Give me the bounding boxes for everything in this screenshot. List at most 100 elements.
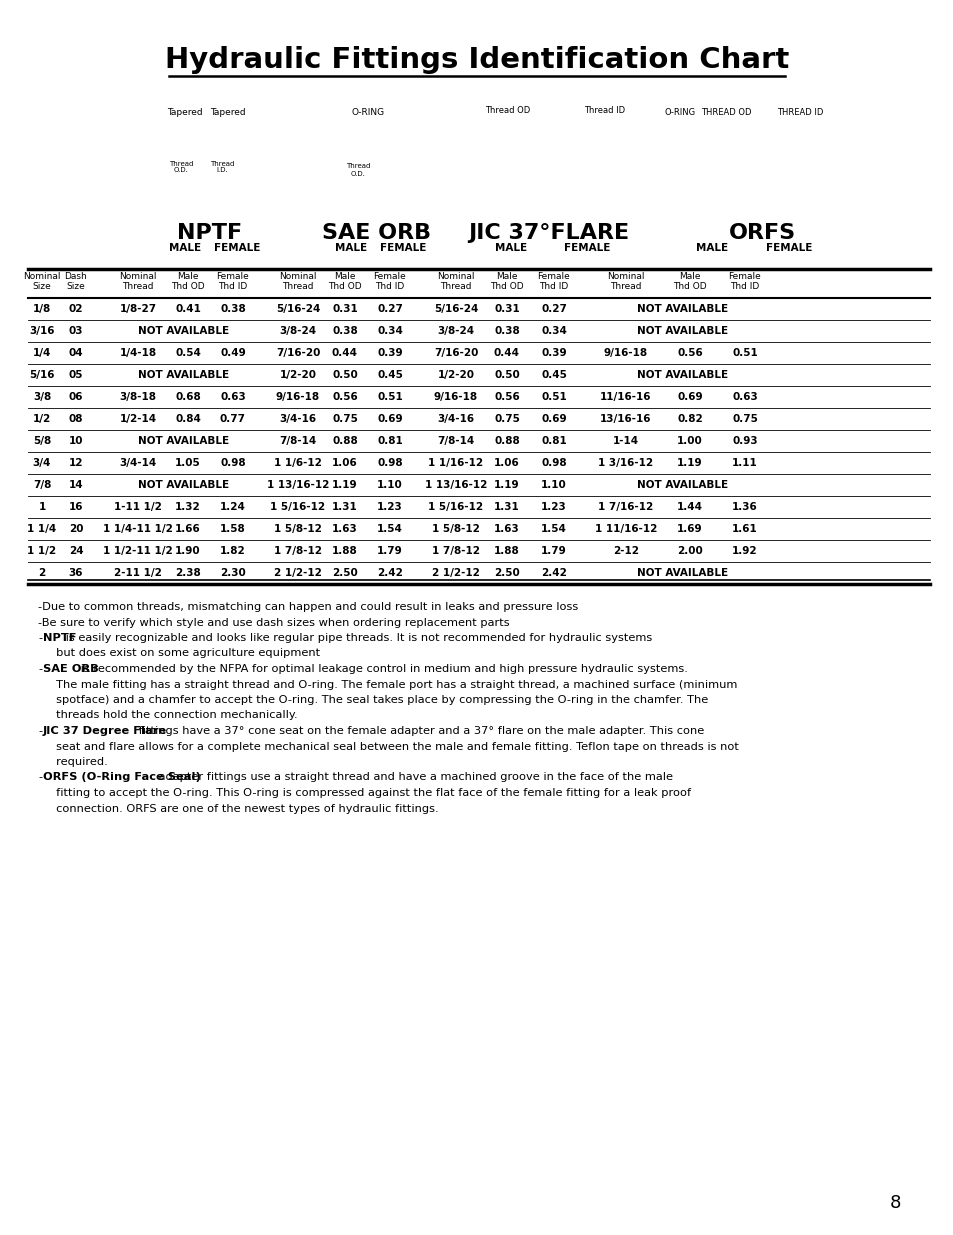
- Text: Dash
Size: Dash Size: [65, 272, 88, 291]
- Text: 1.10: 1.10: [540, 480, 566, 490]
- Text: 1 5/8-12: 1 5/8-12: [432, 524, 479, 534]
- Text: 1.54: 1.54: [540, 524, 566, 534]
- Text: O-RING: O-RING: [351, 107, 384, 117]
- Text: 0.38: 0.38: [220, 304, 246, 314]
- Text: Male
Thd OD: Male Thd OD: [673, 272, 706, 291]
- Text: 1.54: 1.54: [376, 524, 402, 534]
- Text: Female
Thd ID: Female Thd ID: [374, 272, 406, 291]
- Text: NOT AVAILABLE: NOT AVAILABLE: [637, 370, 727, 380]
- Text: 1.44: 1.44: [677, 501, 702, 513]
- Text: 3/8-24: 3/8-24: [437, 326, 474, 336]
- Text: 0.31: 0.31: [332, 304, 357, 314]
- Text: NOT AVAILABLE: NOT AVAILABLE: [637, 480, 727, 490]
- Text: -: -: [38, 773, 42, 783]
- Text: 0.81: 0.81: [540, 436, 566, 446]
- Text: 02: 02: [69, 304, 83, 314]
- Text: 0.68: 0.68: [175, 391, 201, 403]
- Text: The male fitting has a straight thread and O-ring. The female port has a straigh: The male fitting has a straight thread a…: [38, 679, 737, 689]
- Text: 1.31: 1.31: [332, 501, 357, 513]
- Text: 1/4-18: 1/4-18: [119, 348, 156, 358]
- Text: Male
Thd OD: Male Thd OD: [171, 272, 205, 291]
- Text: MALE: MALE: [335, 243, 367, 253]
- Text: 1-11 1/2: 1-11 1/2: [114, 501, 162, 513]
- Text: 5/16-24: 5/16-24: [275, 304, 320, 314]
- Text: threads hold the connection mechanically.: threads hold the connection mechanically…: [38, 710, 297, 720]
- Text: 0.31: 0.31: [494, 304, 519, 314]
- Text: 1 5/16-12: 1 5/16-12: [270, 501, 325, 513]
- Text: 1 13/16-12: 1 13/16-12: [424, 480, 487, 490]
- Text: 1/2: 1/2: [32, 414, 51, 424]
- Text: 0.63: 0.63: [220, 391, 246, 403]
- Text: MALE: MALE: [695, 243, 727, 253]
- Text: 1 1/2: 1 1/2: [28, 546, 56, 556]
- Text: 1.00: 1.00: [677, 436, 702, 446]
- Text: Thread ID: Thread ID: [583, 106, 624, 115]
- Text: but does exist on some agriculture equipment: but does exist on some agriculture equip…: [38, 648, 320, 658]
- Text: 36: 36: [69, 568, 83, 578]
- Text: 1 5/16-12: 1 5/16-12: [428, 501, 483, 513]
- Text: 3/4: 3/4: [32, 458, 51, 468]
- Text: 0.56: 0.56: [494, 391, 519, 403]
- Text: 1/8: 1/8: [32, 304, 51, 314]
- Text: 1.79: 1.79: [540, 546, 566, 556]
- Text: 1.36: 1.36: [731, 501, 757, 513]
- Text: 9/16-18: 9/16-18: [275, 391, 319, 403]
- Text: 0.77: 0.77: [220, 414, 246, 424]
- Text: 2.30: 2.30: [220, 568, 246, 578]
- Text: 0.63: 0.63: [731, 391, 757, 403]
- Text: 1.90: 1.90: [175, 546, 200, 556]
- Text: ORFS (O-Ring Face Seal): ORFS (O-Ring Face Seal): [43, 773, 200, 783]
- Text: 1.06: 1.06: [332, 458, 357, 468]
- Text: 0.51: 0.51: [376, 391, 402, 403]
- Text: 1.19: 1.19: [677, 458, 702, 468]
- Text: 0.75: 0.75: [731, 414, 757, 424]
- Text: is easily recognizable and looks like regular pipe threads. It is not recommende: is easily recognizable and looks like re…: [62, 634, 652, 643]
- Text: 0.81: 0.81: [376, 436, 402, 446]
- Text: 2.42: 2.42: [376, 568, 402, 578]
- Text: NOT AVAILABLE: NOT AVAILABLE: [637, 326, 727, 336]
- Text: Tapered: Tapered: [210, 107, 246, 117]
- Text: NPTF: NPTF: [177, 224, 242, 243]
- Text: 03: 03: [69, 326, 83, 336]
- Text: Female
Thd ID: Female Thd ID: [216, 272, 249, 291]
- Text: 1/2-20: 1/2-20: [437, 370, 474, 380]
- Text: 1 1/4-11 1/2: 1 1/4-11 1/2: [103, 524, 172, 534]
- Text: seat and flare allows for a complete mechanical seal between the male and female: seat and flare allows for a complete mec…: [38, 741, 739, 752]
- Text: is recommended by the NFPA for optimal leakage control in medium and high pressu: is recommended by the NFPA for optimal l…: [76, 664, 687, 674]
- Text: 0.56: 0.56: [332, 391, 357, 403]
- Text: 1.23: 1.23: [540, 501, 566, 513]
- Text: 0.44: 0.44: [494, 348, 519, 358]
- Text: 1 7/8-12: 1 7/8-12: [274, 546, 322, 556]
- Text: 3/8: 3/8: [32, 391, 51, 403]
- Text: fittings have a 37° cone seat on the female adapter and a 37° flare on the male : fittings have a 37° cone seat on the fem…: [135, 726, 703, 736]
- Text: FEMALE: FEMALE: [379, 243, 426, 253]
- Text: -: -: [38, 664, 42, 674]
- Text: 2.38: 2.38: [175, 568, 201, 578]
- Text: 06: 06: [69, 391, 83, 403]
- Text: 2-11 1/2: 2-11 1/2: [114, 568, 162, 578]
- Text: 0.45: 0.45: [540, 370, 566, 380]
- Text: Hydraulic Fittings Identification Chart: Hydraulic Fittings Identification Chart: [165, 46, 788, 74]
- Text: 7/8: 7/8: [32, 480, 51, 490]
- Text: 0.27: 0.27: [540, 304, 566, 314]
- Text: THREAD ID: THREAD ID: [776, 107, 822, 117]
- Text: 1.82: 1.82: [220, 546, 246, 556]
- Text: 0.69: 0.69: [677, 391, 702, 403]
- Text: 0.27: 0.27: [376, 304, 402, 314]
- Text: 1.19: 1.19: [494, 480, 519, 490]
- Text: 16: 16: [69, 501, 83, 513]
- Text: 1.06: 1.06: [494, 458, 519, 468]
- Text: fitting to accept the O-ring. This O-ring is compressed against the flat face of: fitting to accept the O-ring. This O-rin…: [38, 788, 690, 798]
- Text: 0.51: 0.51: [540, 391, 566, 403]
- Text: NOT AVAILABLE: NOT AVAILABLE: [138, 480, 230, 490]
- Text: Male
Thd OD: Male Thd OD: [328, 272, 361, 291]
- Text: adapter fittings use a straight thread and have a machined groove in the face of: adapter fittings use a straight thread a…: [154, 773, 672, 783]
- Text: 04: 04: [69, 348, 83, 358]
- Text: 05: 05: [69, 370, 83, 380]
- Text: 0.34: 0.34: [376, 326, 402, 336]
- Text: FEMALE: FEMALE: [213, 243, 260, 253]
- Text: 0.41: 0.41: [175, 304, 201, 314]
- Text: 1/2-14: 1/2-14: [119, 414, 156, 424]
- Text: MALE: MALE: [169, 243, 201, 253]
- Text: 0.54: 0.54: [175, 348, 201, 358]
